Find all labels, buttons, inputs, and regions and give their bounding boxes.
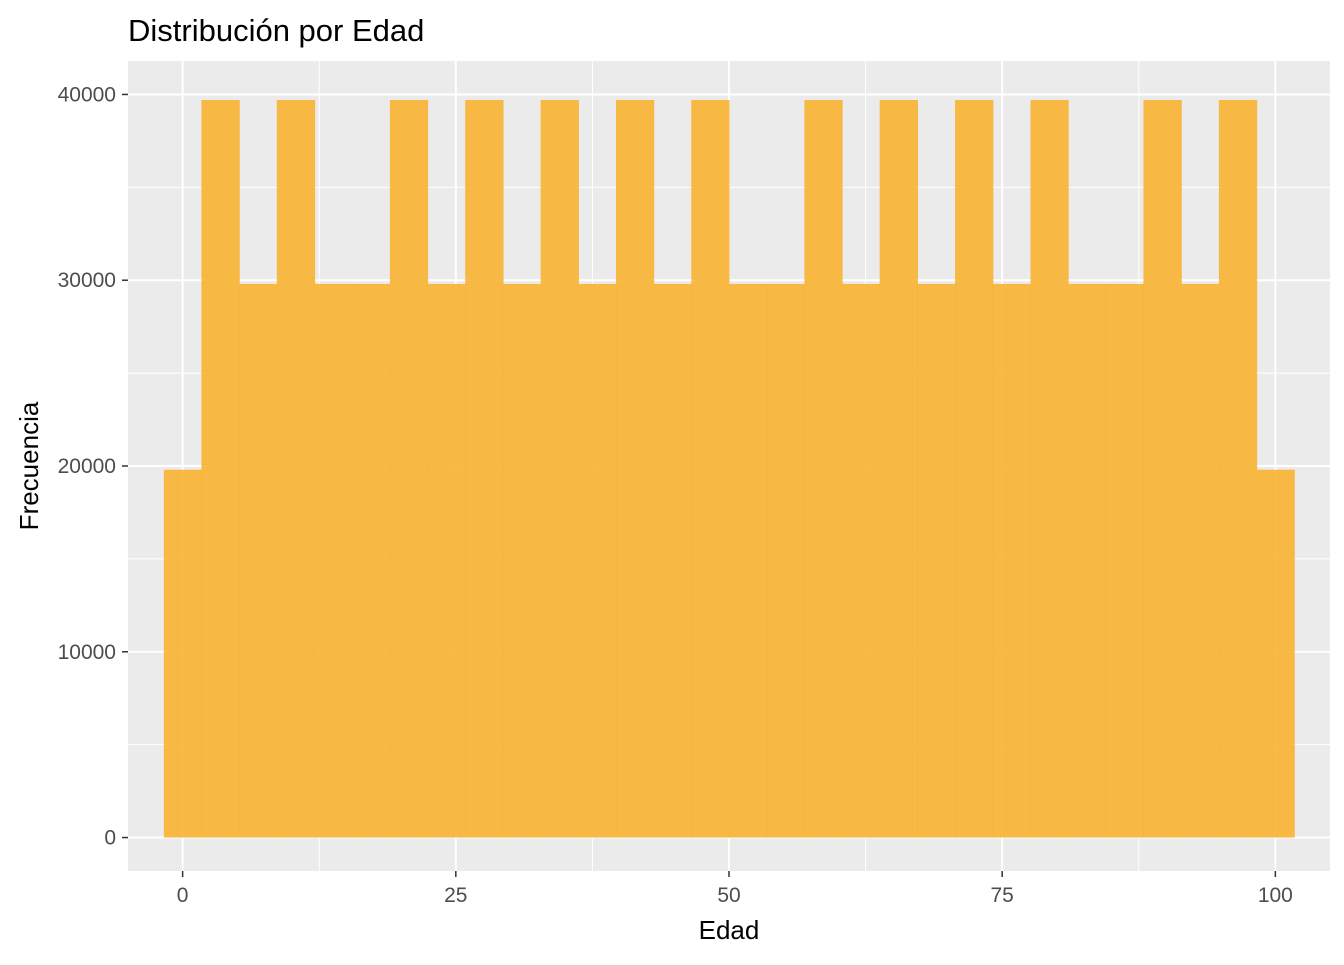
histogram-bar bbox=[879, 100, 918, 838]
histogram-bar bbox=[540, 100, 579, 838]
histogram-bar bbox=[1068, 283, 1107, 838]
y-tick-label: 30000 bbox=[58, 269, 116, 292]
histogram-bar bbox=[1030, 100, 1069, 838]
x-tick-label: 25 bbox=[444, 884, 467, 907]
histogram-bar bbox=[1256, 469, 1295, 838]
y-tick-label: 20000 bbox=[58, 455, 116, 478]
chart-title: Distribución por Edad bbox=[128, 13, 424, 48]
histogram-bar bbox=[1181, 283, 1220, 838]
histogram-bar bbox=[1105, 283, 1145, 838]
x-axis-title: Edad bbox=[699, 915, 760, 945]
histogram-bars bbox=[163, 100, 1295, 838]
x-axis: 0 25 50 75 100 bbox=[177, 871, 1293, 907]
histogram-bar bbox=[917, 283, 956, 838]
histogram-bar bbox=[389, 100, 429, 838]
histogram-bar bbox=[653, 283, 692, 838]
histogram-bar bbox=[163, 469, 203, 838]
x-tick-label: 0 bbox=[177, 884, 189, 907]
histogram-bar bbox=[314, 283, 353, 838]
histogram-bar bbox=[616, 100, 655, 838]
histogram-bar bbox=[1218, 100, 1258, 838]
histogram-bar bbox=[804, 100, 843, 838]
y-tick-label: 40000 bbox=[58, 83, 116, 106]
y-axis-title: Frecuencia bbox=[14, 401, 44, 530]
histogram-bar bbox=[1143, 100, 1182, 838]
y-tick-label: 0 bbox=[104, 827, 116, 850]
histogram-bar bbox=[502, 283, 542, 838]
histogram-bar bbox=[729, 283, 768, 838]
histogram-bar bbox=[276, 100, 316, 838]
x-tick-label: 75 bbox=[991, 884, 1014, 907]
histogram-bar bbox=[427, 283, 466, 838]
histogram-bar bbox=[201, 100, 240, 838]
x-tick-label: 50 bbox=[717, 884, 740, 907]
histogram-bar bbox=[992, 283, 1032, 838]
y-axis: 0 10000 20000 30000 40000 bbox=[58, 83, 128, 850]
histogram-bar bbox=[691, 100, 730, 838]
histogram-bar bbox=[955, 100, 994, 838]
histogram-bar bbox=[841, 283, 881, 838]
x-tick-label: 100 bbox=[1258, 884, 1293, 907]
histogram-bar bbox=[578, 283, 617, 838]
y-tick-label: 10000 bbox=[58, 641, 116, 664]
histogram-bar bbox=[352, 283, 391, 838]
histogram-bar bbox=[766, 283, 805, 838]
histogram-bar bbox=[239, 283, 278, 838]
histogram-bar bbox=[465, 100, 504, 838]
